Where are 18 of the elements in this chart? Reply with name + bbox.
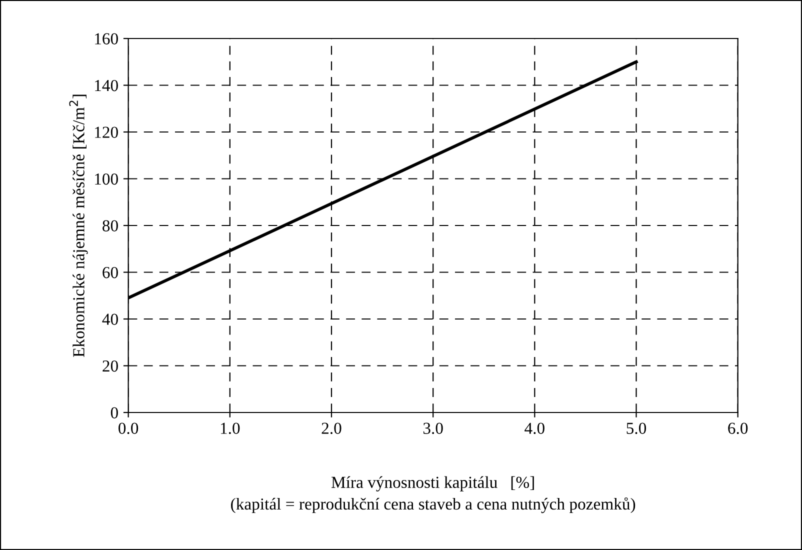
y-tick-label: 0 xyxy=(110,407,118,418)
y-tick-label: 80 xyxy=(102,220,118,232)
y-axis-title: Ekonomické nájemné měsíčně [Kč/m$^{2}$] xyxy=(69,94,88,358)
x-tick-label: 2.0 xyxy=(322,422,342,434)
y-tick-label: 100 xyxy=(95,173,118,185)
x-axis-title: Míra výnosnosti kapitálu [%] (kapitál = reprodukční cena staveb a cena nutných pozemků) xyxy=(231,476,636,514)
x-tick-label: 3.0 xyxy=(423,422,443,434)
x-tick-label: 0.0 xyxy=(118,422,138,434)
y-tick-label: 120 xyxy=(95,126,118,138)
x-tick-label: 1.0 xyxy=(220,422,240,434)
y-tick-label: 60 xyxy=(102,266,118,278)
y-tick-label: 40 xyxy=(102,314,118,325)
x-tick-label: 6.0 xyxy=(728,422,748,434)
y-tick-label: 140 xyxy=(95,80,118,92)
x-tick-label: 4.0 xyxy=(524,422,544,434)
y-tick-label: 160 xyxy=(95,33,118,44)
x-tick-label: 5.0 xyxy=(626,422,646,434)
y-tick-label: 20 xyxy=(102,360,118,372)
